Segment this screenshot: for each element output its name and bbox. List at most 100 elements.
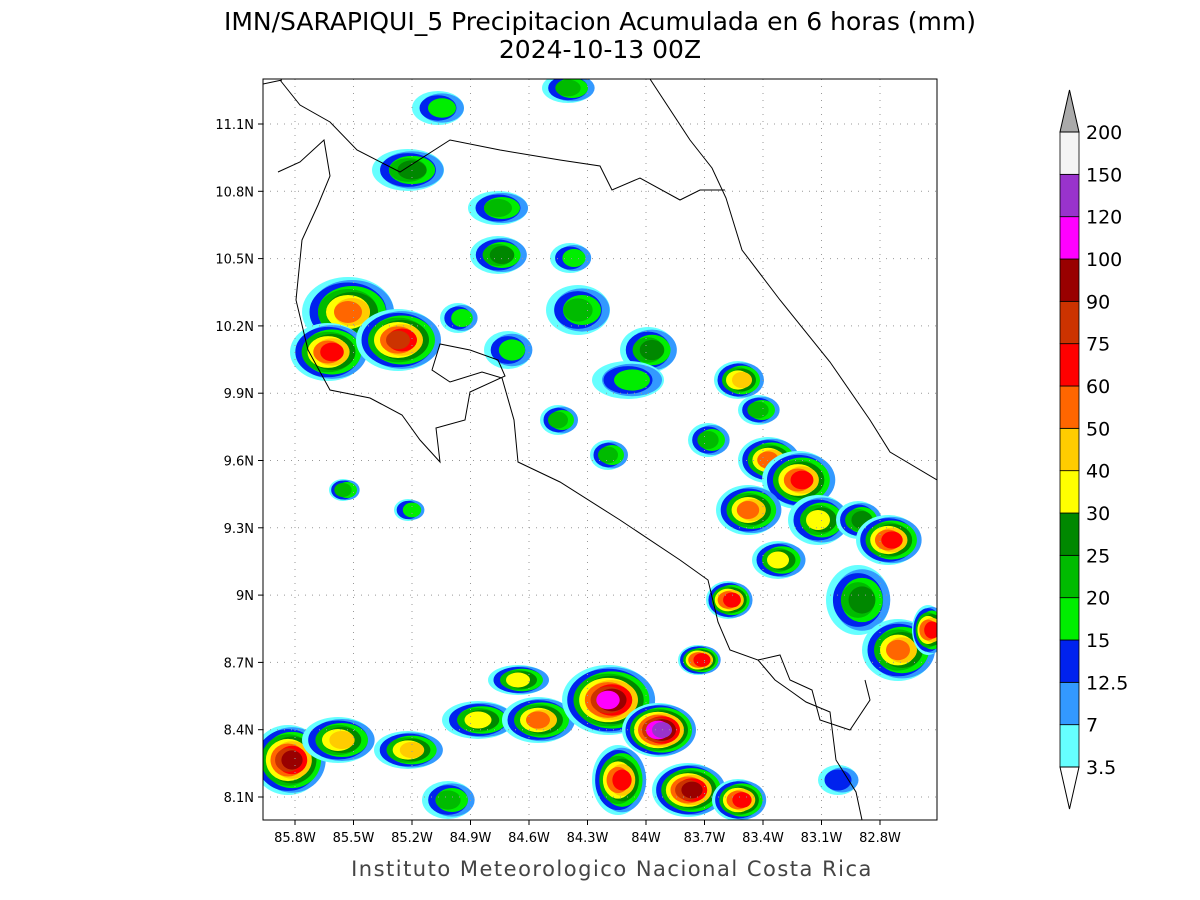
colorbar-label: 50 — [1086, 418, 1110, 440]
rain-cell — [881, 531, 903, 549]
rain-cell — [526, 711, 550, 729]
lon-tick-label: 84.3W — [567, 831, 609, 846]
coastlines — [263, 79, 937, 820]
colorbar-label: 40 — [1086, 461, 1110, 483]
lon-tick-label: 83.4W — [742, 831, 784, 846]
colorbar-box — [1059, 681, 1080, 726]
rain-cell — [555, 79, 581, 97]
rain-cell — [329, 731, 355, 749]
map-frame — [262, 78, 938, 821]
rain-cell — [506, 672, 530, 688]
rain-cell — [562, 249, 586, 267]
colorbar-label: 200 — [1086, 122, 1122, 144]
colorbar-label: 12.5 — [1086, 672, 1128, 694]
rain-cell — [732, 371, 752, 389]
lat-tick-label: 11.1N — [215, 118, 254, 133]
rain-cell — [498, 339, 526, 361]
lat-tick-label: 9.6N — [224, 455, 254, 470]
colorbar-box — [1059, 343, 1080, 387]
footer: Instituto Meteorologico Nacional Costa R… — [351, 857, 873, 881]
colorbar-box — [1059, 131, 1080, 175]
lon-tick-label: 83.7W — [684, 831, 726, 846]
colorbar-label: 60 — [1086, 376, 1110, 398]
lon-tick-label: 85.2W — [391, 831, 433, 846]
rain-cell — [848, 586, 876, 614]
lat-tick-label: 10.5N — [215, 253, 254, 268]
rain-cell — [435, 790, 461, 810]
rain-cell — [697, 431, 719, 449]
colorbar-box — [1059, 639, 1080, 683]
lon-tick-label: 84W — [631, 831, 661, 846]
rain-cell — [548, 411, 568, 429]
rain-cell — [399, 741, 425, 759]
rain-cell — [598, 446, 618, 464]
colorbar-label: 15 — [1086, 630, 1110, 652]
colorbar-box — [1059, 258, 1080, 302]
colorbar-label: 120 — [1086, 207, 1122, 229]
subtitle: 2024-10-13 00Z — [499, 35, 701, 64]
rain-cell — [320, 342, 344, 362]
rain-cell — [924, 621, 937, 639]
lon-tick-label: 83.1W — [801, 831, 843, 846]
rain-cell — [402, 502, 422, 518]
rain-cell — [886, 639, 910, 661]
rain-cell — [747, 401, 769, 419]
colorbar-box — [1059, 724, 1080, 768]
caribbean-coast — [649, 79, 937, 481]
colorbar-label: 30 — [1086, 503, 1110, 525]
rain-cell — [386, 330, 410, 350]
rain-cell — [612, 769, 632, 791]
colorbar-label: 75 — [1086, 334, 1110, 356]
rain-cell — [563, 298, 593, 322]
rain-cell — [334, 301, 362, 323]
lat-tick-label: 10.8N — [215, 185, 254, 200]
lon-tick-label: 84.9W — [450, 831, 492, 846]
colorbar-label: 90 — [1086, 291, 1110, 313]
lat-tick-label: 9N — [236, 589, 254, 604]
rain-cell — [489, 246, 515, 264]
lon-tick-label: 85.5W — [333, 831, 375, 846]
colorbar-over-arrow — [1059, 89, 1080, 133]
colorbar-box — [1059, 173, 1080, 218]
lat-tick-label: 8.7N — [224, 656, 254, 671]
lon-tick-label: 82.8W — [859, 831, 901, 846]
lat-tick-label: 10.2N — [215, 320, 254, 335]
northern-border — [263, 79, 725, 201]
rain-cell — [681, 781, 703, 799]
rain-cell — [451, 309, 473, 327]
rain-cell — [736, 501, 760, 519]
rain-cell — [281, 750, 303, 770]
colorbar-box — [1059, 300, 1080, 345]
rain-cell — [484, 199, 512, 217]
colorbar-box — [1059, 512, 1080, 556]
rain-cell — [596, 690, 620, 710]
colorbar-label: 25 — [1086, 545, 1110, 567]
colorbar-label: 150 — [1086, 164, 1122, 186]
rain-cell — [767, 551, 789, 569]
precipitation-field — [263, 79, 937, 820]
rain-cell — [693, 653, 711, 667]
rain-cell — [723, 592, 741, 608]
colorbar: 3.5 7 12.5 15 20 25 30 40 50 60 75 90 100 120 150 200 — [1059, 89, 1128, 810]
lon-tick-label: 84.6W — [508, 831, 550, 846]
colorbar-box — [1059, 216, 1080, 260]
rain-cell — [464, 711, 492, 729]
lat-tick-label: 9.3N — [224, 522, 254, 537]
rain-cell — [428, 98, 456, 118]
colorbar-box — [1059, 597, 1080, 641]
title: IMN/SARAPIQUI_5 Precipitacion Acumulada … — [224, 7, 976, 36]
rain-cell — [806, 510, 830, 530]
rain-cell — [824, 769, 852, 791]
colorbar-box — [1059, 427, 1080, 472]
lat-tick-label: 9.9N — [224, 387, 254, 402]
lat-tick-label: 8.1N — [224, 791, 254, 806]
colorbar-label: 20 — [1086, 588, 1110, 610]
grid: 85.8W 85.5W 85.2W 84.9W 84.6W 84.3W 84W 83.7W 83… — [215, 79, 937, 846]
rain-cell — [732, 792, 752, 808]
colorbar-box — [1059, 385, 1080, 429]
colorbar-label: 7 — [1086, 715, 1098, 737]
rain-cell — [639, 339, 665, 361]
lon-tick-label: 85.8W — [274, 831, 316, 846]
pacific-coast — [277, 139, 863, 820]
